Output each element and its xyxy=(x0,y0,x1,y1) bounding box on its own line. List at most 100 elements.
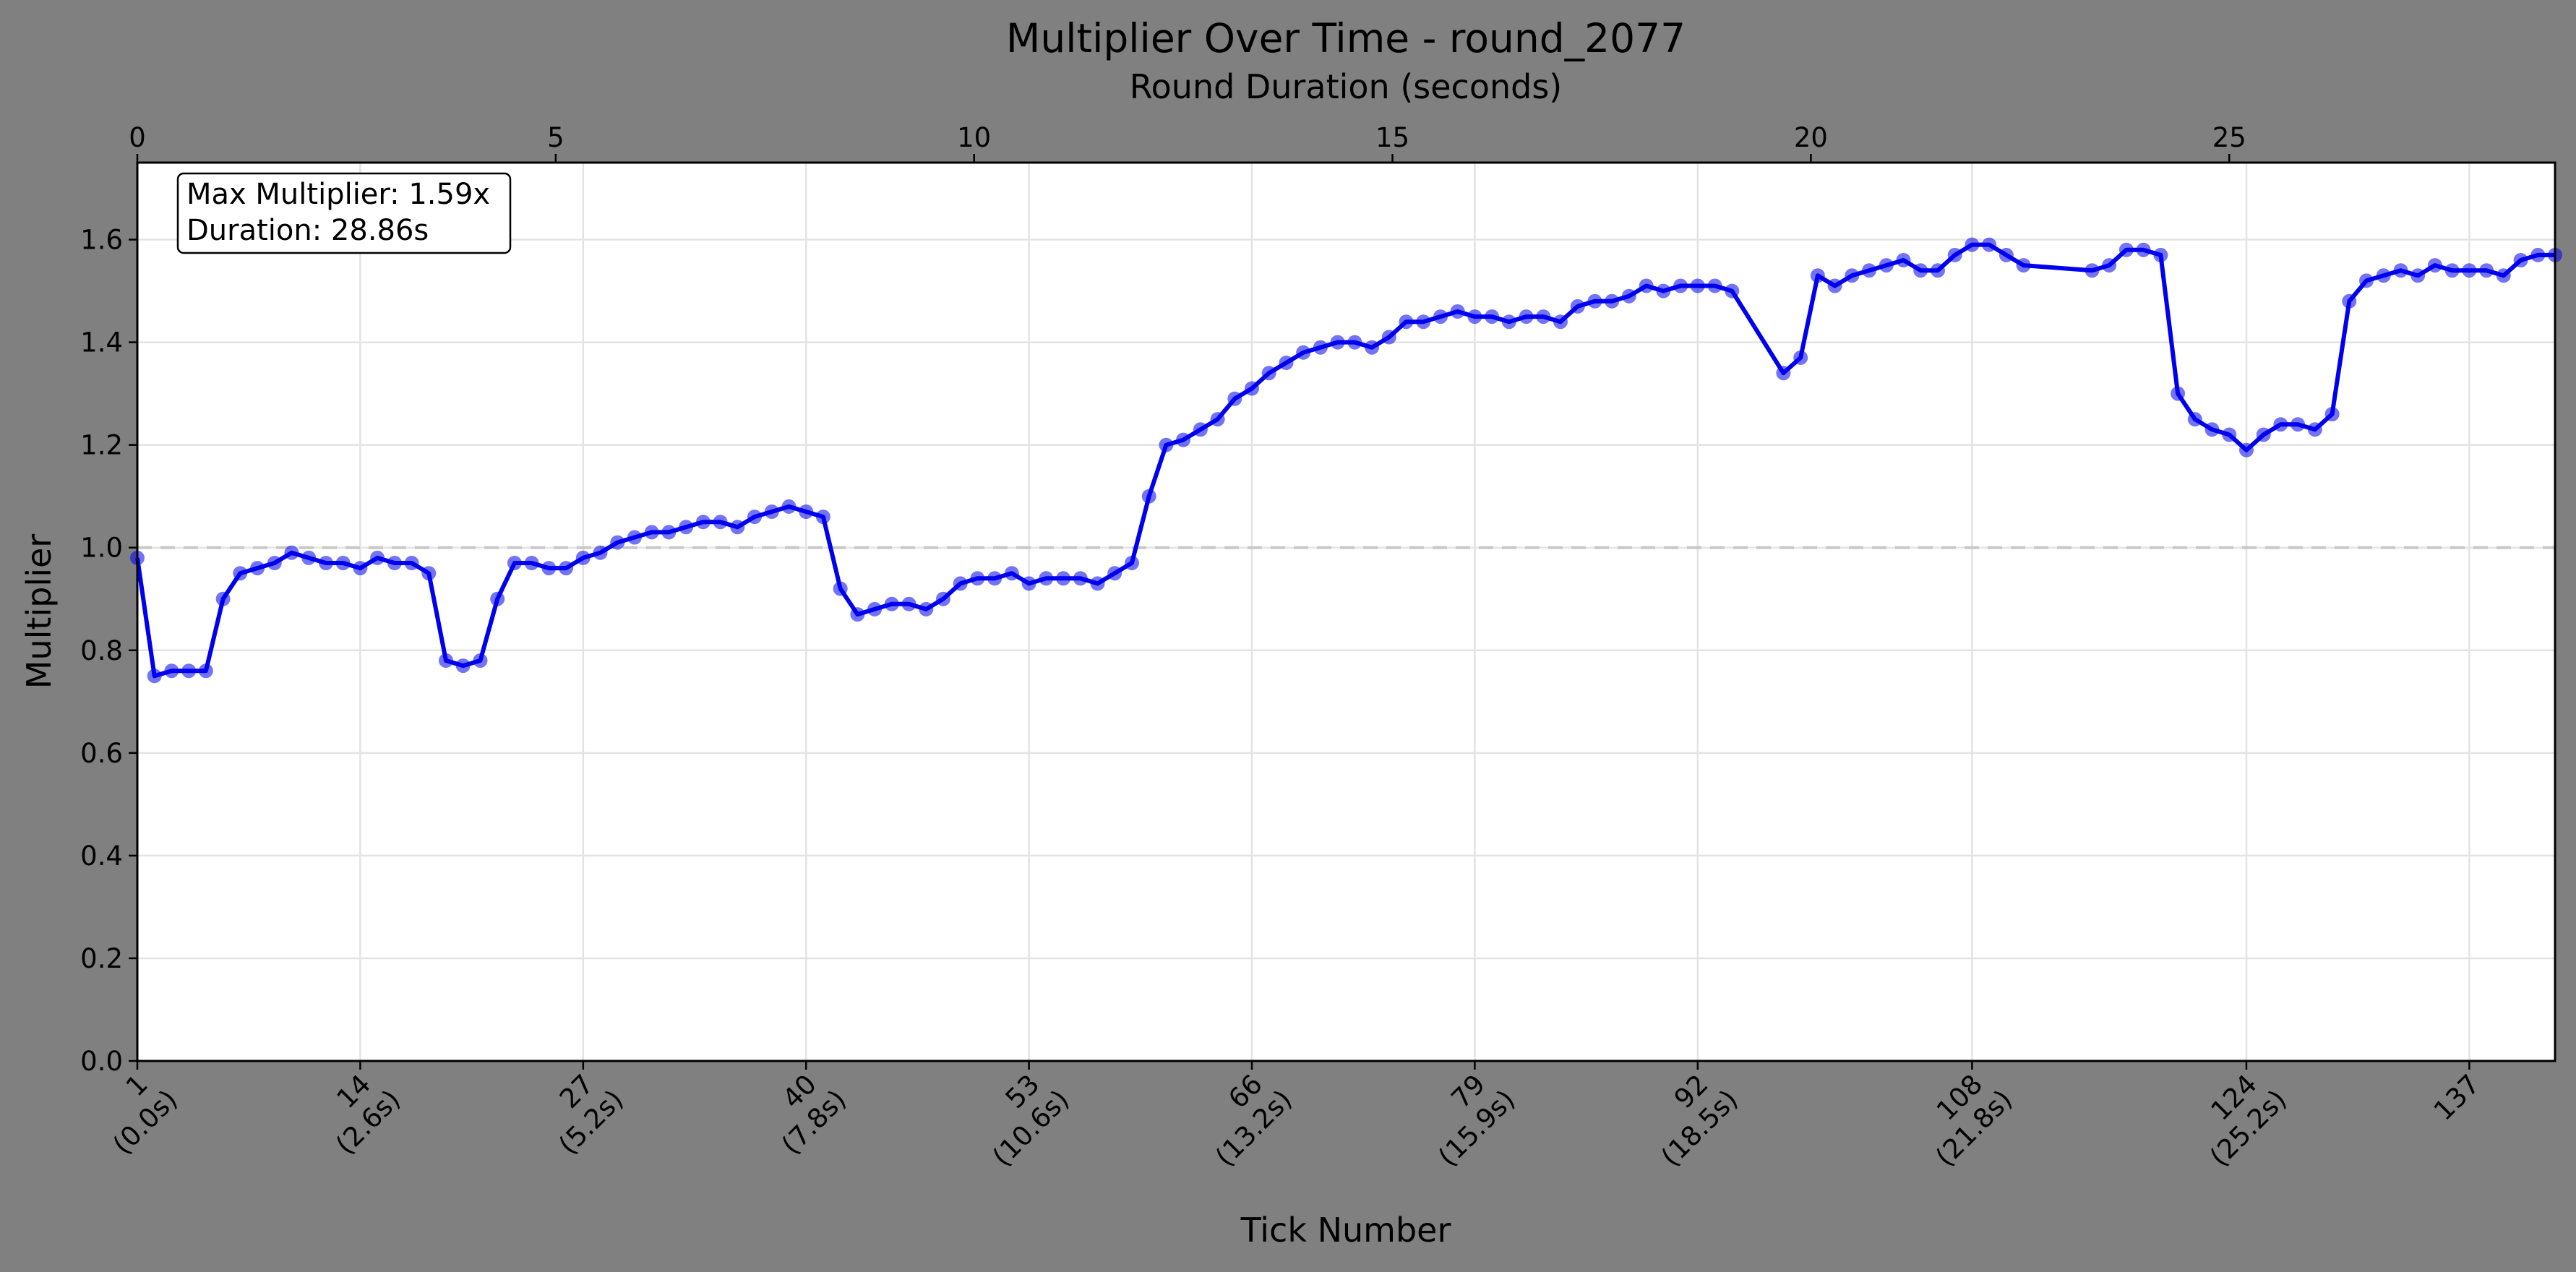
top-tick-label: 15 xyxy=(1375,122,1409,153)
data-point xyxy=(455,658,471,674)
data-point xyxy=(1519,309,1534,325)
data-point xyxy=(713,515,728,530)
annotation-duration: Duration: 28.86s xyxy=(186,214,429,247)
data-point xyxy=(1467,309,1482,325)
data-point xyxy=(2530,247,2546,262)
x-tick-label-group: 66(13.2s) xyxy=(1209,1068,1298,1172)
data-point xyxy=(730,520,745,535)
data-point xyxy=(1793,350,1808,365)
data-point xyxy=(799,504,814,519)
x-axis-bottom: 1(0.0s) 14(2.6s) 27(5.2s) 40(7.8s) 53(10.6s)… xyxy=(107,1061,2486,1172)
data-point xyxy=(1107,566,1122,581)
data-point xyxy=(764,504,779,519)
data-point xyxy=(335,556,351,570)
data-point xyxy=(2496,268,2511,283)
data-point xyxy=(884,596,899,611)
data-point xyxy=(1827,278,1842,293)
data-point xyxy=(1965,237,1980,252)
data-point xyxy=(1982,237,1997,252)
data-point xyxy=(215,591,231,606)
data-point xyxy=(301,550,317,565)
data-point xyxy=(2376,268,2391,283)
data-point xyxy=(2359,273,2374,288)
data-point xyxy=(1845,268,1860,283)
data-point xyxy=(1141,489,1156,504)
data-point xyxy=(1673,278,1688,293)
data-point xyxy=(2307,422,2322,437)
data-point xyxy=(1193,422,1208,437)
x-tick-label-group: 27(5.2s) xyxy=(553,1068,630,1160)
data-point xyxy=(1296,345,1311,360)
data-point xyxy=(2204,422,2220,437)
data-point xyxy=(2410,268,2426,283)
data-point xyxy=(1947,247,1962,262)
x-tick-label-group: 92(18.5s) xyxy=(1655,1068,1744,1172)
annotation-box xyxy=(176,172,512,254)
data-point xyxy=(2102,258,2117,273)
data-point xyxy=(2256,427,2271,442)
data-point xyxy=(1810,268,1825,283)
data-point xyxy=(1381,330,1396,345)
data-point xyxy=(1621,288,1636,304)
data-point xyxy=(2118,242,2134,257)
data-point xyxy=(2444,263,2460,278)
data-point xyxy=(1365,340,1380,355)
x-tick-label-group: 53(10.6s) xyxy=(987,1068,1076,1172)
data-point xyxy=(901,596,916,611)
data-point xyxy=(2222,427,2237,442)
plot-frame xyxy=(136,161,2556,1062)
y-axis-label: Multiplier xyxy=(20,534,59,689)
data-point xyxy=(1553,314,1568,330)
data-point xyxy=(695,515,710,530)
top-axis-label: Round Duration (seconds) xyxy=(1130,67,1563,106)
data-point xyxy=(1656,283,1671,298)
data-point xyxy=(953,576,968,591)
x-tick-label: 137 xyxy=(2428,1068,2486,1126)
y-tick-label: 1.6 xyxy=(80,225,123,256)
data-point xyxy=(1707,278,1722,293)
data-point xyxy=(541,561,557,576)
data-point xyxy=(867,601,883,616)
data-point xyxy=(370,550,385,565)
data-point xyxy=(987,571,1003,586)
x-tick-label-group: 108(21.8s) xyxy=(1930,1068,2019,1172)
data-point xyxy=(1210,412,1225,427)
data-point xyxy=(181,663,197,679)
data-point xyxy=(2324,407,2340,421)
data-point xyxy=(473,653,488,668)
x-tick-label-group: 40(7.8s) xyxy=(776,1068,852,1160)
y-tick-label: 0.2 xyxy=(80,943,123,974)
data-point xyxy=(1896,253,1911,267)
series-layer xyxy=(130,237,2562,684)
y-tick-label: 1.0 xyxy=(80,533,123,564)
data-point xyxy=(404,556,419,570)
data-point xyxy=(1862,263,1877,278)
plot-background xyxy=(137,163,2555,1061)
data-point xyxy=(353,561,368,576)
top-tick-label: 10 xyxy=(957,122,991,153)
data-point xyxy=(1433,309,1448,325)
data-point xyxy=(850,607,865,622)
data-point xyxy=(1330,335,1345,350)
data-point xyxy=(267,556,282,570)
data-point xyxy=(1279,356,1294,370)
data-point xyxy=(1039,571,1054,586)
data-point xyxy=(2393,263,2408,278)
data-point xyxy=(593,545,608,560)
data-point xyxy=(644,525,659,540)
data-point xyxy=(1416,314,1431,330)
data-point xyxy=(250,561,265,576)
data-point xyxy=(2187,412,2202,427)
data-point xyxy=(147,669,162,684)
data-point xyxy=(1605,293,1620,309)
data-point xyxy=(1227,391,1242,406)
data-point xyxy=(2136,242,2151,257)
data-point xyxy=(2016,258,2031,273)
data-point xyxy=(1159,437,1174,452)
data-point xyxy=(2479,263,2494,278)
y-tick-label: 1.4 xyxy=(80,327,123,358)
data-point xyxy=(1261,366,1276,381)
data-point xyxy=(1639,278,1654,293)
x-tick-label-group: 137 xyxy=(2428,1068,2486,1126)
data-point xyxy=(747,510,762,525)
